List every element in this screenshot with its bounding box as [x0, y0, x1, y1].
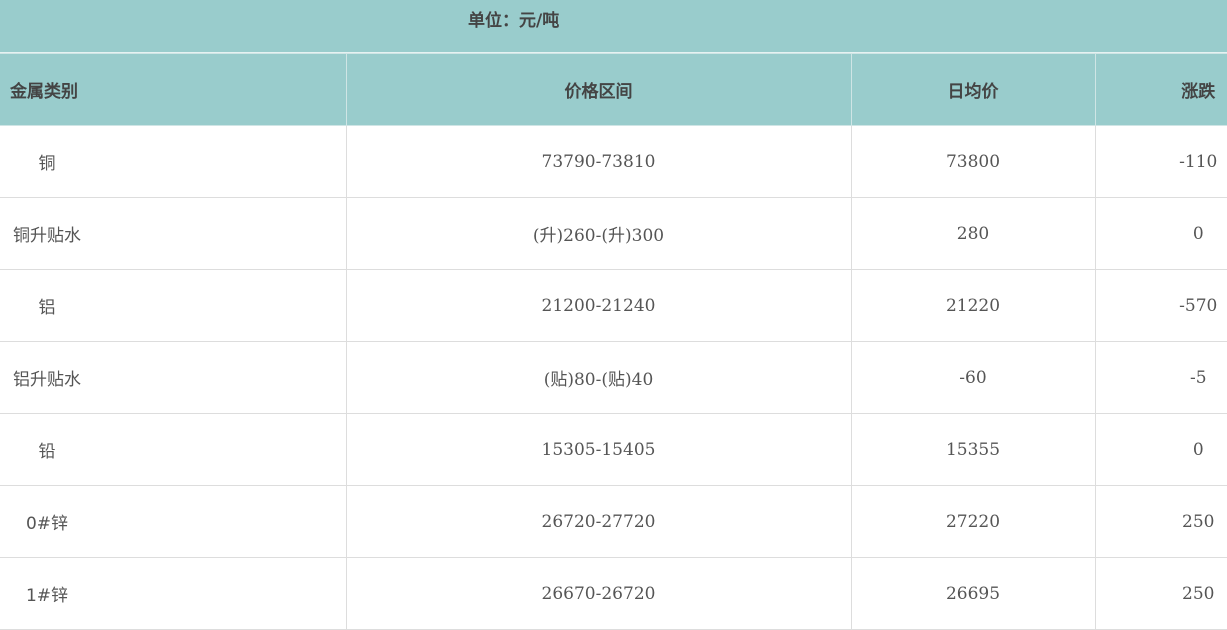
change-cell: -570: [1094, 269, 1227, 342]
table-row: 铝 21200-21240 21220 -570: [0, 269, 1227, 342]
unit-label: 单位：元/吨: [468, 11, 560, 31]
daily-average-cell: 21220: [850, 269, 1096, 342]
header-metal-type: 金属类别: [0, 53, 347, 126]
metal-type: 1#锌: [25, 586, 69, 606]
daily-average-cell: 280: [850, 197, 1096, 270]
metal-type-cell: 铜: [0, 125, 347, 198]
metal-type: 铅: [38, 442, 56, 462]
change-cell: 250: [1094, 485, 1227, 558]
table-row: 铅 15305-15405 15355 0: [0, 413, 1227, 486]
metal-type-cell: 铝升贴水: [0, 341, 347, 414]
metal-type: 铜升贴水: [13, 226, 81, 246]
metal-type: 0#锌: [25, 514, 69, 534]
metal-type-cell: 铅: [0, 413, 347, 486]
change-cell: -110: [1094, 125, 1227, 198]
change-cell: -5: [1094, 341, 1227, 414]
metal-type-cell: 铜升贴水: [0, 197, 347, 270]
header-metal-type-label: 金属类别: [10, 82, 78, 102]
change-cell: 0: [1094, 197, 1227, 270]
table-header-row: 金属类别 价格区间 日均价 涨跌: [0, 53, 1227, 126]
table-row: 铝升贴水 (贴)80-(贴)40 -60 -5: [0, 341, 1227, 414]
daily-average-cell: 73800: [850, 125, 1096, 198]
price-range-cell: 26720-27720: [345, 485, 852, 558]
change-cell: 250: [1094, 557, 1227, 630]
metal-type: 铝: [38, 298, 56, 318]
price-range-cell: (贴)80-(贴)40: [345, 341, 852, 414]
daily-average-cell: 26695: [850, 557, 1096, 630]
daily-average-cell: 15355: [850, 413, 1096, 486]
table-row: 0#锌 26720-27720 27220 250: [0, 485, 1227, 558]
price-range-cell: 15305-15405: [345, 413, 852, 486]
metal-type-cell: 0#锌: [0, 485, 347, 558]
price-range-cell: 73790-73810: [345, 125, 852, 198]
price-range-cell: 26670-26720: [345, 557, 852, 630]
daily-average-cell: -60: [850, 341, 1096, 414]
daily-average-cell: 27220: [850, 485, 1096, 558]
price-range-cell: 21200-21240: [345, 269, 852, 342]
metal-type: 铜: [38, 154, 56, 174]
table-row: 1#锌 26670-26720 26695 250: [0, 557, 1227, 630]
header-change: 涨跌: [1094, 53, 1227, 126]
metal-price-table: 金属类别 价格区间 日均价 涨跌 铜 73790-73810 73800 -110 铜升…: [0, 53, 1227, 630]
header-daily-average: 日均价: [850, 53, 1096, 126]
header-price-range: 价格区间: [345, 53, 852, 126]
metal-type: 铝升贴水: [13, 370, 81, 390]
metal-type-cell: 铝: [0, 269, 347, 342]
change-cell: 0: [1094, 413, 1227, 486]
table-row: 铜 73790-73810 73800 -110: [0, 125, 1227, 198]
price-range-cell: (升)260-(升)300: [345, 197, 852, 270]
metal-type-cell: 1#锌: [0, 557, 347, 630]
unit-caption: 单位：元/吨: [0, 0, 1227, 53]
table-row: 铜升贴水 (升)260-(升)300 280 0: [0, 197, 1227, 270]
